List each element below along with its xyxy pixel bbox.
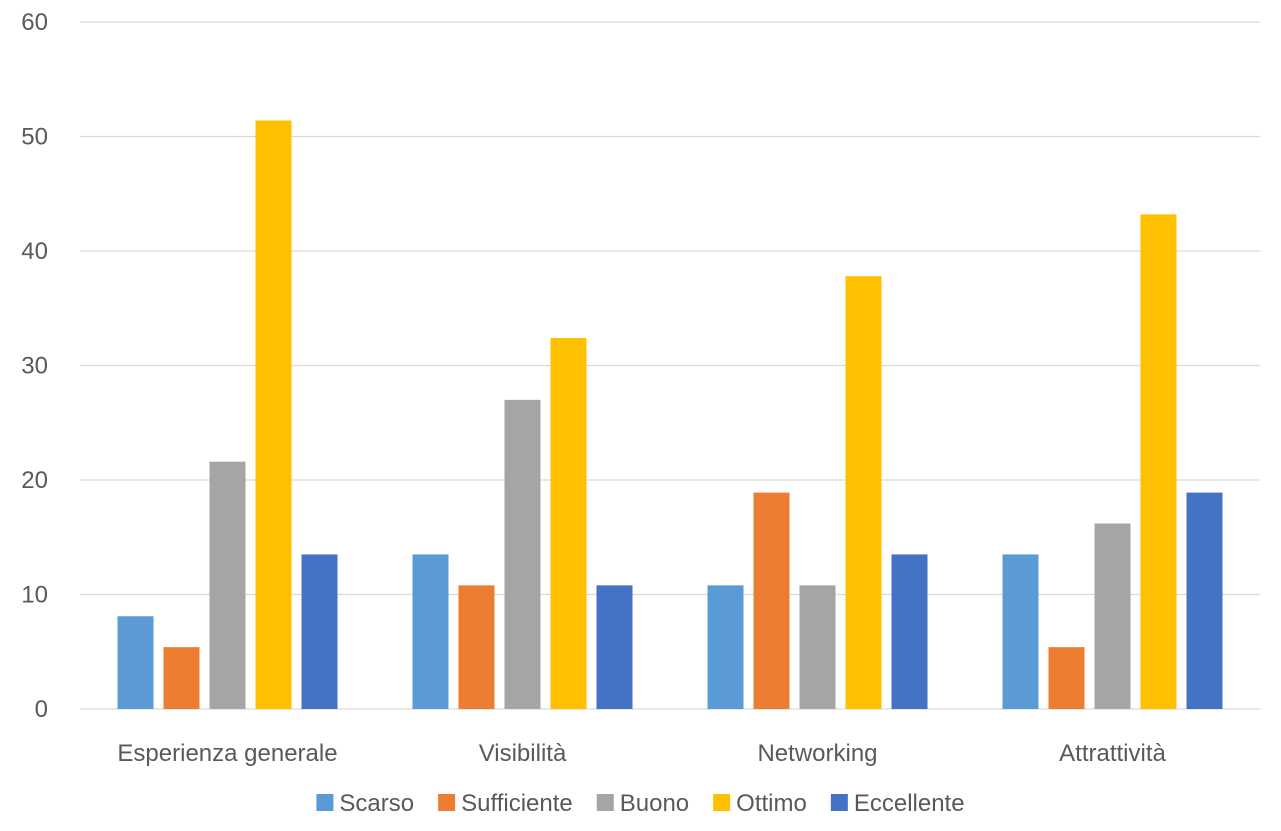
legend-swatch xyxy=(316,794,334,811)
legend-swatch xyxy=(596,794,614,811)
bar-eccellente-networking xyxy=(891,554,928,709)
bar-ottimo-esperienza-generale xyxy=(255,120,292,710)
bar-scarso-networking xyxy=(707,585,744,709)
legend-swatch xyxy=(438,794,456,811)
legend-label: Buono xyxy=(620,790,689,817)
legend-item-ottimo: Ottimo xyxy=(713,790,807,817)
bar-sufficiente-esperienza-generale xyxy=(163,647,200,709)
y-tick-label: 10 xyxy=(21,582,48,609)
legend-item-eccellente: Eccellente xyxy=(830,790,965,817)
y-tick-label: 60 xyxy=(21,9,48,36)
bar-scarso-esperienza-generale xyxy=(117,616,154,709)
bar-sufficiente-visibilita xyxy=(458,585,495,709)
bar-buono-networking xyxy=(799,585,836,709)
bar-eccellente-esperienza-generale xyxy=(301,554,338,709)
bar-ottimo-networking xyxy=(845,276,882,709)
y-tick-label: 40 xyxy=(21,238,48,265)
bar-buono-visibilita xyxy=(504,399,541,709)
y-tick-label: 50 xyxy=(21,124,48,151)
bar-buono-attrattivita xyxy=(1094,523,1131,709)
legend-item-buono: Buono xyxy=(596,790,689,817)
legend-swatch xyxy=(830,794,848,811)
bar-scarso-visibilita xyxy=(412,554,449,709)
x-tick-label: Attrattività xyxy=(1059,740,1166,767)
bar-sufficiente-networking xyxy=(753,492,790,709)
x-tick-label: Visibilità xyxy=(479,740,567,767)
y-axis-ticks: 0 10 20 30 40 50 60 xyxy=(21,9,48,723)
legend-item-sufficiente: Sufficiente xyxy=(438,790,573,817)
legend-label: Ottimo xyxy=(736,790,807,817)
bar-sufficiente-attrattivita xyxy=(1048,647,1085,709)
x-tick-label: Networking xyxy=(757,740,877,767)
bar-ottimo-visibilita xyxy=(550,338,587,709)
legend-swatch xyxy=(713,794,731,811)
bar-eccellente-visibilita xyxy=(596,585,633,709)
bar-buono-esperienza-generale xyxy=(209,461,246,709)
x-tick-label: Esperienza generale xyxy=(117,740,337,767)
legend-label: Eccellente xyxy=(854,790,965,817)
legend: Scarso Sufficiente Buono Ottimo Eccellente xyxy=(316,790,965,817)
bar-eccellente-attrattivita xyxy=(1186,492,1223,709)
y-tick-label: 0 xyxy=(35,696,48,723)
legend-label: Scarso xyxy=(339,790,414,817)
bar-scarso-attrattivita xyxy=(1002,554,1039,709)
legend-label: Sufficiente xyxy=(461,790,573,817)
x-axis-ticks: Esperienza generale Visibilità Networking A… xyxy=(117,740,1166,767)
legend-item-scarso: Scarso xyxy=(316,790,414,817)
bars xyxy=(117,120,1223,710)
y-tick-label: 20 xyxy=(21,467,48,494)
y-tick-label: 30 xyxy=(21,353,48,380)
bar-ottimo-attrattivita xyxy=(1140,214,1177,710)
